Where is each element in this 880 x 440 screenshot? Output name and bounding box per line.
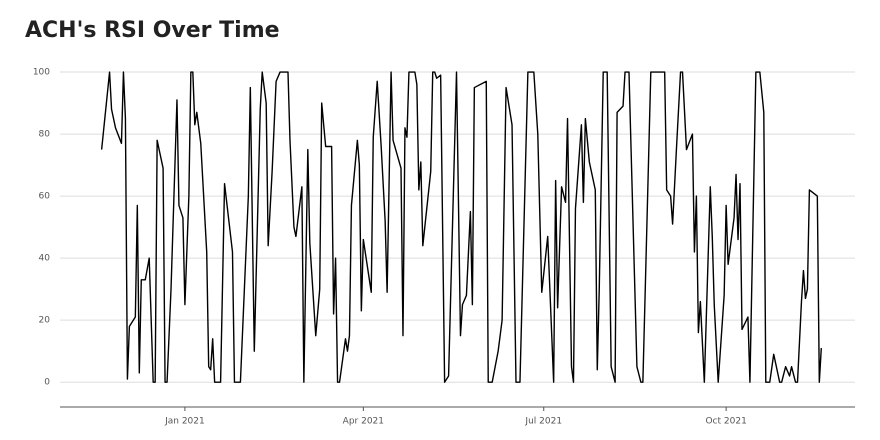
chart-title: ACH's RSI Over Time <box>25 18 280 43</box>
y-tick-label: 100 <box>33 68 50 78</box>
x-tick-label: Oct 2021 <box>705 417 746 427</box>
y-tick-label: 80 <box>39 130 51 140</box>
y-tick-label: 60 <box>39 192 51 202</box>
y-tick-label: 40 <box>39 254 51 264</box>
x-tick-label: Jan 2021 <box>164 417 205 427</box>
x-tick-label: Apr 2021 <box>343 417 384 427</box>
x-tick-label: Jul 2021 <box>524 417 562 427</box>
y-tick-label: 0 <box>44 378 50 388</box>
line <box>100 71 822 383</box>
y-tick-label: 20 <box>39 316 51 326</box>
